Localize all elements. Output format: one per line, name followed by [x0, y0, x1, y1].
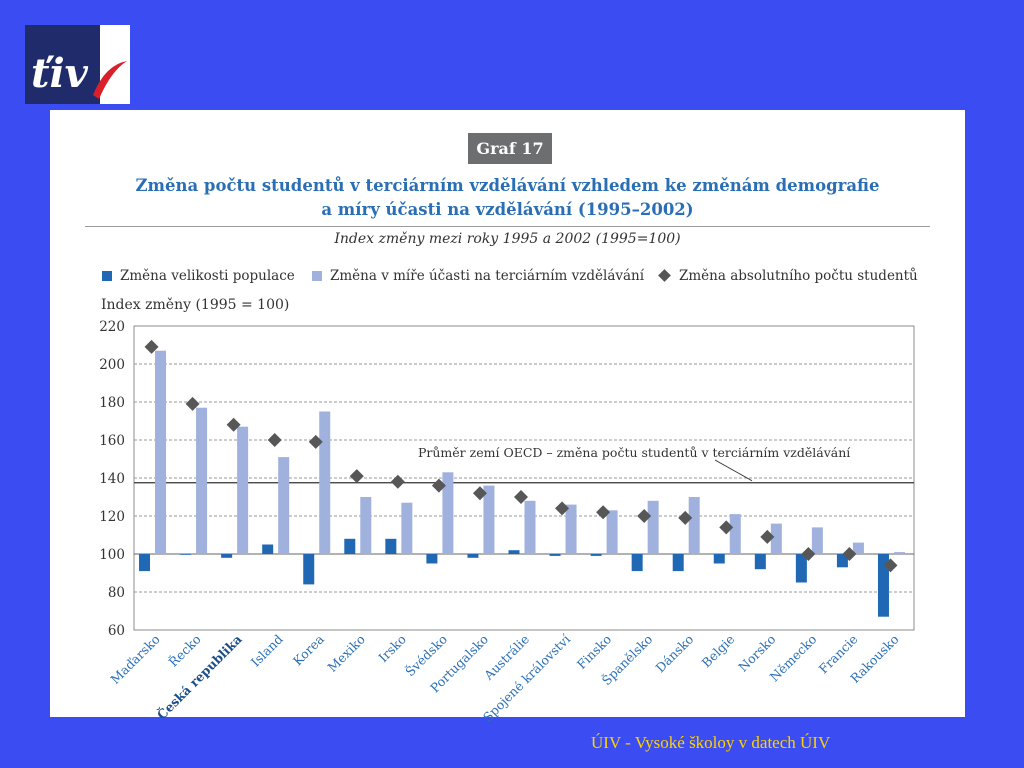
marker-absolute-0	[144, 339, 159, 354]
bar-participation-17	[852, 542, 864, 554]
x-tick-label: Irsko	[375, 632, 409, 666]
chart-panel: Graf 17 Změna počtu studentů v terciární…	[50, 110, 965, 725]
y-tick-label: 160	[99, 433, 125, 449]
footer-caption: ÚIV - Vysoké školoy v datech ÚIV	[591, 733, 831, 752]
bar-population-9	[508, 550, 520, 554]
bar-participation-6	[401, 502, 413, 554]
bar-participation-13	[688, 497, 700, 554]
marker-absolute-9	[514, 490, 528, 504]
legend-swatch-population	[102, 271, 112, 281]
marker-absolute-14	[719, 520, 734, 535]
y-tick-label: 80	[108, 585, 125, 601]
y-tick-label: 60	[108, 623, 125, 639]
uiv-logo-mark: ťiv	[25, 25, 127, 104]
chart-title: Změna počtu studentů v terciárním vzdělá…	[50, 174, 965, 222]
y-axis-title: Index změny (1995 = 100)	[101, 297, 290, 313]
marker-absolute-4	[308, 434, 323, 449]
marker-absolute-15	[760, 529, 775, 544]
bar-participation-0	[155, 350, 167, 554]
marker-absolute-12	[637, 509, 652, 523]
marker-absolute-5	[349, 469, 364, 484]
y-tick-label: 220	[99, 319, 125, 335]
marker-absolute-1	[185, 396, 200, 411]
chart-title-line-2: a míry účasti na vzdělávání (1995–2002)	[321, 200, 694, 219]
bar-population-17	[836, 554, 848, 568]
bar-population-12	[631, 554, 643, 572]
bar-participation-7	[442, 472, 454, 554]
x-tick-label: Řecko	[166, 632, 204, 670]
bar-population-18	[877, 554, 889, 617]
x-tick-label: Dánsko	[652, 632, 696, 676]
bar-participation-2	[237, 426, 249, 554]
chart-title-line-1: Změna počtu studentů v terciárním vzdělá…	[135, 176, 880, 195]
bar-participation-18	[893, 552, 905, 554]
marker-absolute-17	[842, 547, 857, 561]
y-tick-label: 140	[99, 471, 125, 487]
bar-population-7	[426, 554, 438, 564]
bar-participation-16	[811, 527, 823, 554]
marker-absolute-6	[390, 474, 405, 489]
bar-population-11	[590, 554, 602, 556]
oecd-average-label: Průměr zemí OECD – změna počtu studentů …	[418, 445, 851, 460]
legend-item-population: Změna velikosti populace	[102, 268, 295, 284]
legend-label-participation: Změna v míře účasti na terciárním vzdělá…	[330, 268, 645, 284]
legend-item-participation: Změna v míře účasti na terciárním vzdělá…	[312, 268, 644, 284]
bar-participation-9	[524, 500, 536, 554]
bar-population-16	[795, 554, 807, 583]
uiv-logo: ťiv	[25, 25, 130, 104]
x-tick-label: Belgie	[699, 632, 738, 671]
marker-absolute-10	[555, 501, 570, 516]
title-divider	[85, 226, 930, 227]
bar-population-10	[549, 554, 561, 556]
marker-absolute-3	[267, 433, 282, 447]
bar-participation-8	[483, 485, 495, 554]
bar-population-5	[344, 538, 356, 554]
bar-population-14	[713, 554, 725, 564]
bar-population-8	[467, 554, 479, 558]
bar-participation-5	[360, 497, 372, 554]
marker-absolute-13	[678, 510, 693, 525]
legend-label-absolute: Změna absolutního počtu studentů	[679, 268, 918, 284]
marker-absolute-2	[226, 417, 241, 432]
graph-number-badge: Graf 17	[468, 133, 552, 164]
marker-absolute-11	[596, 505, 611, 520]
legend-swatch-participation	[312, 271, 322, 281]
bar-participation-4	[319, 411, 331, 554]
x-tick-label: Maďarsko	[107, 632, 162, 687]
bar-population-2	[221, 554, 233, 558]
bar-participation-3	[278, 457, 290, 554]
bar-participation-1	[196, 407, 208, 554]
bar-population-13	[672, 554, 684, 572]
logo-text: ťiv	[31, 50, 89, 97]
chart-subtitle: Index změny mezi roky 1995 a 2002 (1995=…	[334, 231, 681, 247]
bar-participation-11	[606, 510, 618, 554]
legend-item-absolute: Změna absolutního počtu studentů	[658, 268, 918, 284]
bar-chart: 60 80 100 120 140 160 180 200 220 Průměr zemí OEC…	[99, 319, 915, 725]
marker-absolute-18	[883, 558, 898, 573]
bar-population-3	[262, 544, 274, 554]
marker-absolute-8	[472, 486, 487, 501]
x-tick-label: Finsko	[574, 632, 614, 672]
marker-absolute-7	[431, 478, 446, 493]
oecd-average-pointer	[714, 459, 753, 482]
bar-population-0	[139, 554, 151, 572]
x-tick-label: Mexiko	[325, 632, 368, 675]
bar-population-1	[180, 554, 192, 555]
bar-population-4	[303, 554, 315, 585]
y-tick-label: 100	[99, 547, 125, 563]
bar-participation-14	[729, 514, 741, 554]
bar-population-15	[754, 554, 766, 570]
marker-absolute-16	[801, 547, 816, 561]
bar-population-6	[385, 538, 397, 554]
legend-label-population: Změna velikosti populace	[120, 268, 295, 284]
bar-participation-15	[770, 523, 782, 554]
bar-participation-10	[565, 504, 577, 554]
x-tick-label: Korea	[290, 631, 327, 668]
bar-participation-12	[647, 500, 659, 554]
y-tick-label: 120	[99, 509, 125, 525]
y-tick-label: 200	[99, 357, 125, 373]
y-tick-label: 180	[99, 395, 125, 411]
x-tick-label: Island	[248, 632, 286, 670]
